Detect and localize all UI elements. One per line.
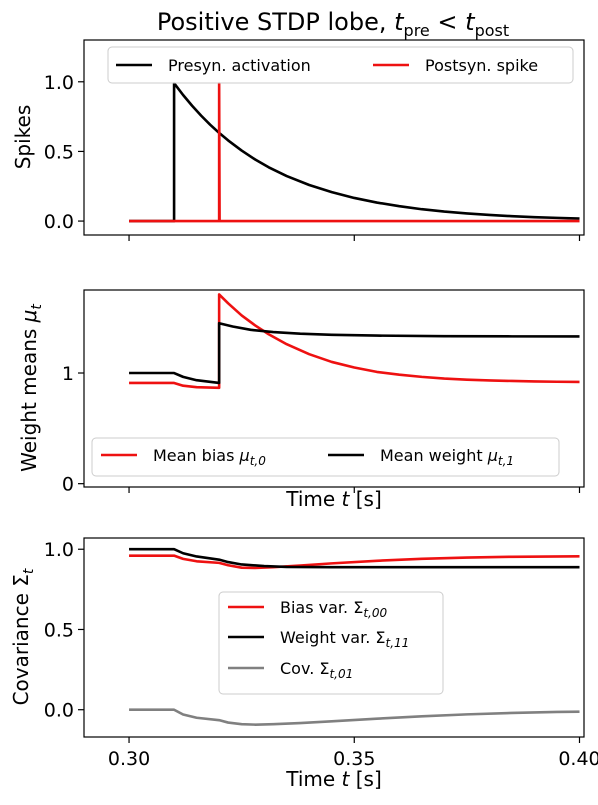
panel-weight-means-ylabel: Weight means μt	[17, 304, 45, 472]
panel-spikes-xticks	[128, 235, 581, 241]
legend-label-mean-bias: Mean bias μt,0	[153, 446, 266, 468]
panel-spikes-ylabel: Spikes	[11, 105, 35, 170]
legend-label-bias-var: Bias var. Σt,00	[280, 598, 387, 620]
y-tick-label: 0.5	[44, 619, 74, 641]
panel-spikes-frame	[83, 39, 585, 236]
y-tick-label: 1.0	[44, 72, 74, 94]
y-tick-label: 1.0	[44, 539, 74, 561]
series-line-1-1	[129, 81, 580, 223]
series-line-3-2	[129, 547, 580, 569]
panel-covariance-legend: Bias var. Σt,00 Weight var. Σt,11 Cov. Σ…	[218, 591, 444, 695]
panel-weight-means-series	[129, 293, 580, 390]
panel-spikes: 0.0 0.5 1.0 Spikes Presyn. activation Post…	[11, 39, 585, 241]
x-tick-label: 0.30	[108, 748, 150, 770]
panel-covariance-frame	[83, 537, 585, 738]
panel-weight-means: 01 Weight means μt Time t [s] Mean bias …	[17, 289, 585, 511]
legend-label-cov: Cov. Σt,01	[280, 659, 353, 681]
panel-covariance-yticks: 0.0 0.5 1.0	[44, 539, 84, 722]
panel-weight-means-frame	[83, 289, 585, 488]
y-tick-label: 0.0	[44, 700, 74, 722]
panel-spikes-yticks: 0.0 0.5 1.0	[44, 72, 84, 233]
legend-box	[107, 46, 574, 84]
panel-covariance: 0.30 0.35 0.40 0.0 0.5 1.0 Covariance Σt Tim…	[9, 537, 598, 791]
legend-label-mean-weight: Mean weight μt,1	[380, 446, 514, 468]
series-line-2-1	[129, 293, 580, 390]
legend-box	[91, 437, 560, 477]
series-line-2-2	[129, 321, 580, 385]
panel-weight-means-xlabel: Time t [s]	[285, 487, 382, 511]
legend-label-postsyn: Postsyn. spike	[425, 56, 538, 75]
legend-box	[218, 591, 444, 695]
panel-covariance-xlabel: Time t [s]	[285, 767, 382, 791]
panel-weight-means-legend: Mean bias μt,0 Mean weight μt,1	[91, 437, 560, 477]
panel-covariance-series	[129, 547, 580, 726]
y-tick-label: 0	[62, 474, 74, 496]
panel-spikes-legend: Presyn. activation Postsyn. spike	[107, 46, 574, 84]
series-line-3-1	[129, 554, 580, 570]
figure-title: Positive STDP lobe, tpre < tpost	[157, 8, 509, 40]
legend-label-weight-var: Weight var. Σt,11	[280, 628, 409, 650]
y-tick-label: 0.0	[44, 211, 74, 233]
series-line-3-3	[129, 708, 580, 726]
x-tick-label: 0.40	[558, 748, 598, 770]
panel-covariance-xticks: 0.30 0.35 0.40	[108, 737, 598, 770]
legend-label-presyn: Presyn. activation	[168, 56, 311, 75]
x-tick-label: 0.35	[333, 748, 375, 770]
panel-weight-means-yticks: 01	[62, 363, 84, 496]
y-tick-label: 0.5	[44, 141, 74, 163]
y-tick-label: 1	[62, 363, 74, 385]
panel-weight-means-xticks	[128, 487, 581, 493]
panel-covariance-ylabel: Covariance Σt	[9, 568, 37, 705]
